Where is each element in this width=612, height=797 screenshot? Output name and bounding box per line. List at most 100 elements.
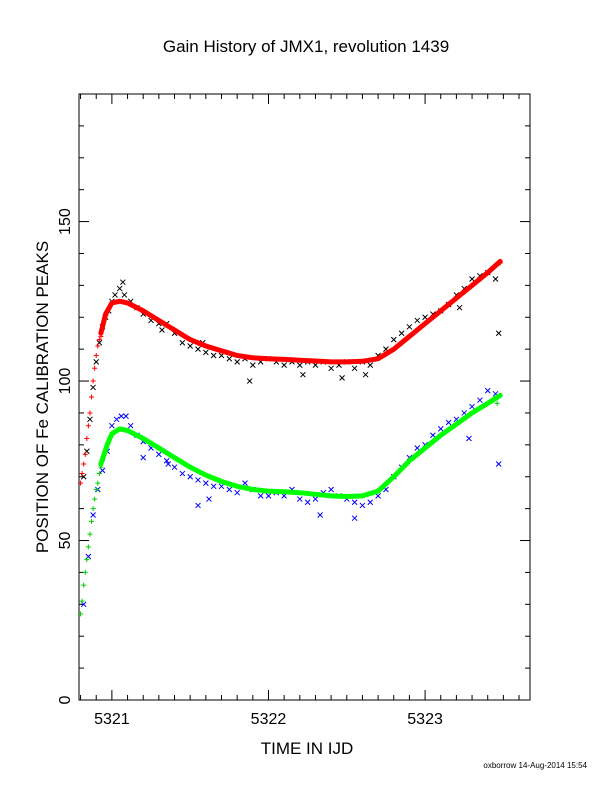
data-point <box>390 336 397 343</box>
y-tick-label: 100 <box>57 368 74 395</box>
data-point <box>317 512 324 518</box>
data-point <box>87 531 93 537</box>
data-point <box>466 435 472 442</box>
data-point <box>87 410 93 416</box>
fit-curves <box>98 258 503 499</box>
data-point <box>300 371 306 378</box>
x-axis-title: TIME IN IJD <box>261 739 354 758</box>
data-point <box>351 515 358 522</box>
y-axis-title: POSITION OF Fe CALIBRATION PEAKS <box>33 241 52 553</box>
data-point <box>93 359 100 365</box>
data-point <box>79 598 85 604</box>
data-point <box>367 499 374 506</box>
data-point <box>119 279 126 286</box>
x-tick-label: 5322 <box>251 711 287 728</box>
axis-ticks: 5321 5322 5323 0 50 100 150 <box>57 93 530 728</box>
data-point <box>179 339 186 346</box>
data-point <box>414 317 421 324</box>
data-point <box>210 483 217 490</box>
data-point <box>187 473 194 480</box>
data-point <box>87 416 93 423</box>
data-point <box>206 496 212 502</box>
data-point <box>492 276 499 282</box>
data-point <box>469 276 475 282</box>
data-point <box>406 323 413 330</box>
data-point <box>90 506 96 512</box>
data-point <box>81 582 87 588</box>
data-point <box>163 457 170 464</box>
data-point <box>304 499 311 506</box>
data-point <box>85 544 91 550</box>
plot-frame <box>78 93 531 701</box>
data-point <box>140 454 147 461</box>
data-point <box>359 502 366 509</box>
data-point <box>165 461 172 467</box>
data-point <box>495 330 502 337</box>
data-point <box>430 432 436 439</box>
data-point <box>257 493 264 499</box>
data-point <box>328 486 334 493</box>
data-point <box>81 461 87 467</box>
data-point <box>112 292 118 298</box>
data-point <box>362 371 369 378</box>
data-point <box>234 489 241 496</box>
series-3 <box>78 400 500 617</box>
series-2 <box>80 387 502 608</box>
chart-title: Gain History of JMX1, revolution 1439 <box>163 37 449 56</box>
data-point <box>226 486 233 493</box>
y-tick-label: 50 <box>57 532 74 550</box>
data-point <box>96 337 102 343</box>
data-point <box>82 569 88 575</box>
data-point <box>351 499 358 506</box>
data-point <box>495 461 502 467</box>
data-point <box>116 285 123 292</box>
data-point <box>456 304 463 311</box>
data-point <box>351 365 358 372</box>
data-point <box>113 416 120 423</box>
data-point <box>195 502 201 509</box>
data-point <box>249 362 256 368</box>
data-point <box>109 422 115 429</box>
data-point <box>90 512 96 518</box>
x-tick-label: 5323 <box>407 711 443 728</box>
data-point <box>281 362 287 368</box>
data-point <box>246 378 253 384</box>
footer-credit: oxborrow 14-Aug-2014 15:54 <box>483 761 587 770</box>
y-tick-label: 0 <box>57 695 74 704</box>
data-point <box>242 480 248 486</box>
data-point <box>96 471 102 477</box>
data-point <box>92 496 98 502</box>
data-point <box>90 384 96 391</box>
data-point <box>296 362 303 368</box>
data-point <box>226 355 233 362</box>
data-point <box>84 557 90 563</box>
data-point <box>437 426 444 432</box>
data-point <box>95 480 101 486</box>
data-point <box>187 343 194 349</box>
data-point <box>312 496 319 502</box>
data-point <box>265 493 272 499</box>
data-point <box>179 470 186 477</box>
data-point <box>218 483 225 490</box>
data-point <box>123 413 129 419</box>
data-point <box>422 314 428 321</box>
data-point <box>202 480 209 486</box>
x-tick-label: 5321 <box>94 711 130 728</box>
data-point <box>234 359 241 365</box>
data-point <box>195 346 201 353</box>
data-point <box>469 403 475 410</box>
data-point <box>328 365 334 372</box>
data-point <box>414 445 421 451</box>
data-point <box>118 413 125 419</box>
data-point <box>92 365 98 371</box>
data-point <box>339 375 345 381</box>
data-point <box>171 464 178 471</box>
data-point <box>93 353 99 359</box>
data-point <box>89 394 95 400</box>
data-point <box>398 330 405 337</box>
series-1 <box>78 260 503 486</box>
fit-curve-0 <box>98 258 503 365</box>
fit-curve-1 <box>98 392 503 499</box>
